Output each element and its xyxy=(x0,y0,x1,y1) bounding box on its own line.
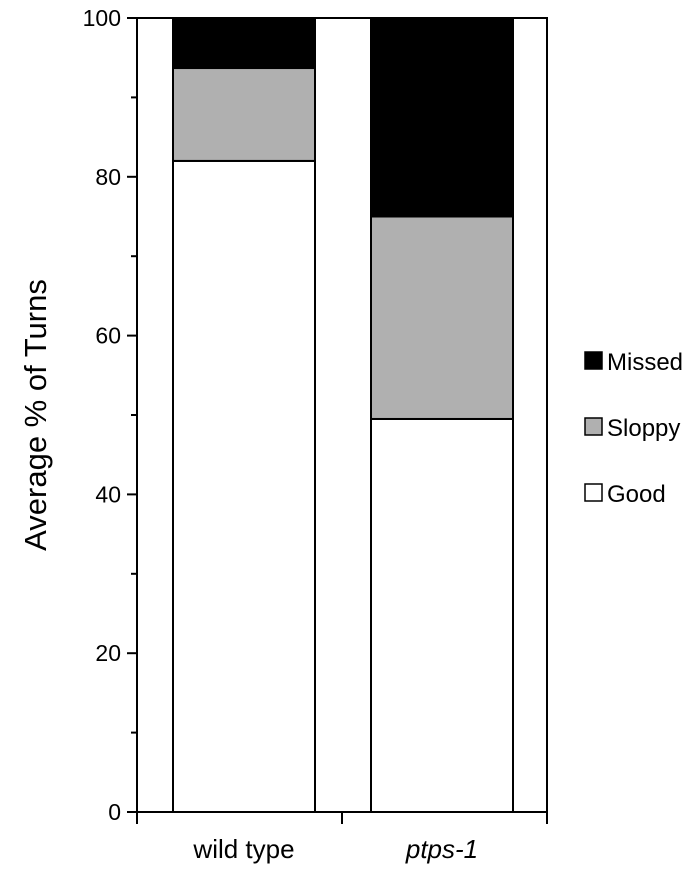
y-axis: 0 20 40 60 80 100 xyxy=(83,5,137,825)
legend: Missed Sloppy Good xyxy=(584,349,683,508)
bar-segment-sloppy-2 xyxy=(370,215,514,420)
y-tick-label: 40 xyxy=(95,481,121,507)
legend-label-sloppy: Sloppy xyxy=(607,415,680,442)
bars-group xyxy=(172,17,514,814)
y-tick-label: 60 xyxy=(95,323,121,349)
x-category-label: ptps-1 xyxy=(405,834,478,864)
bar-segment-missed-1 xyxy=(172,17,316,70)
y-tick-label: 0 xyxy=(108,799,121,825)
bar-segment-sloppy-1 xyxy=(172,67,316,162)
y-tick-label: 100 xyxy=(83,5,121,31)
legend-swatch-good xyxy=(584,483,603,502)
x-axis: wild type ptps-1 xyxy=(136,812,548,864)
x-category-label: wild type xyxy=(192,834,294,864)
y-axis-title: Average % of Turns xyxy=(18,279,53,551)
legend-swatch-sloppy xyxy=(584,417,603,436)
bar-segment-good-1 xyxy=(172,159,316,814)
y-tick-label: 20 xyxy=(95,640,121,666)
y-tick-label: 80 xyxy=(95,164,121,190)
legend-swatch-missed xyxy=(584,351,603,370)
bar-segment-good-2 xyxy=(370,417,514,813)
legend-label-missed: Missed xyxy=(607,349,683,376)
bar-segment-missed-2 xyxy=(370,17,514,218)
legend-label-good: Good xyxy=(607,481,666,508)
